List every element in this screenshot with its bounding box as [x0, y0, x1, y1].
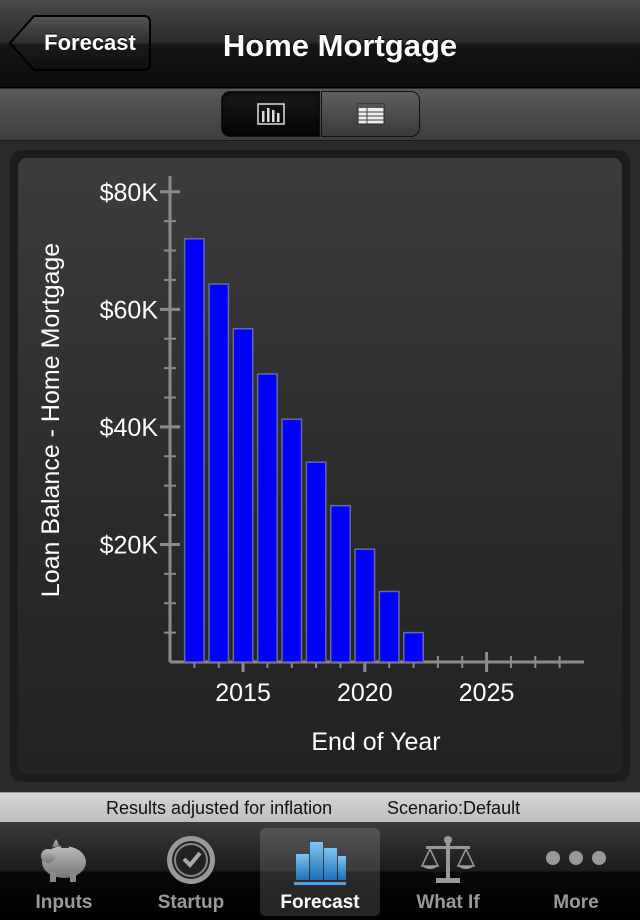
chart-view-segment[interactable] [221, 91, 320, 137]
loan-balance-chart: $20K $40K $60K $80K 2015 2020 2025 End of Year… [37, 176, 584, 756]
bar-2013 [183, 238, 205, 663]
tab-more-label: More [553, 892, 599, 913]
tab-startup-label: Startup [157, 892, 225, 913]
scenario-label: Scenario:Default [387, 798, 521, 818]
x-tick-label: 2020 [337, 679, 393, 707]
back-button-label: Forecast [44, 30, 136, 55]
bar-2016 [256, 373, 278, 663]
inflation-note: Results adjusted for inflation [106, 798, 333, 818]
bar-chart-icon [257, 103, 285, 125]
bar-2021 [378, 590, 400, 663]
bar-2019 [329, 504, 351, 663]
more-dots-icon [546, 851, 606, 865]
tab-what-if[interactable]: What If [388, 828, 508, 916]
tab-startup[interactable]: Startup [131, 828, 251, 916]
clock-icon [167, 836, 215, 884]
bar-2018 [305, 461, 327, 663]
bar-2017 [281, 418, 303, 663]
x-tick-label: 2025 [459, 679, 515, 707]
tab-inputs-label: Inputs [35, 892, 93, 913]
back-button-shape [8, 15, 151, 71]
view-toolbar [0, 89, 640, 141]
tab-inputs[interactable]: Inputs [4, 828, 124, 916]
tab-forecast-label: Forecast [280, 892, 360, 913]
navigation-bar: Forecast Home Mortgage [0, 0, 640, 88]
y-axis-label: Loan Balance - Home Mortgage [37, 243, 65, 597]
bar-2020 [354, 548, 376, 663]
bar-2014 [208, 283, 230, 663]
x-axis-label: End of Year [311, 728, 440, 756]
y-tick-label: $80K [100, 179, 159, 207]
piggy-bank-icon [41, 839, 86, 882]
bar-2015 [232, 327, 254, 663]
tab-forecast[interactable]: Forecast [260, 828, 380, 916]
y-tick-label: $20K [100, 531, 159, 559]
tab-more[interactable]: More [516, 828, 636, 916]
scales-icon [420, 836, 476, 883]
bar-2022 [403, 631, 425, 663]
page-title: Home Mortgage [222, 28, 458, 63]
tab-what-if-label: What If [416, 892, 480, 913]
x-tick-label: 2015 [215, 679, 271, 707]
status-bar: Results adjusted for inflation Scenario:… [0, 792, 640, 822]
tab-bar: Inputs Startup [0, 822, 640, 920]
y-tick-label: $40K [100, 414, 159, 442]
table-icon [357, 103, 385, 125]
bar-chart-icon [294, 842, 346, 885]
table-view-segment[interactable] [321, 91, 420, 137]
back-button[interactable]: Forecast [8, 14, 152, 72]
y-tick-label: $60K [100, 296, 159, 324]
